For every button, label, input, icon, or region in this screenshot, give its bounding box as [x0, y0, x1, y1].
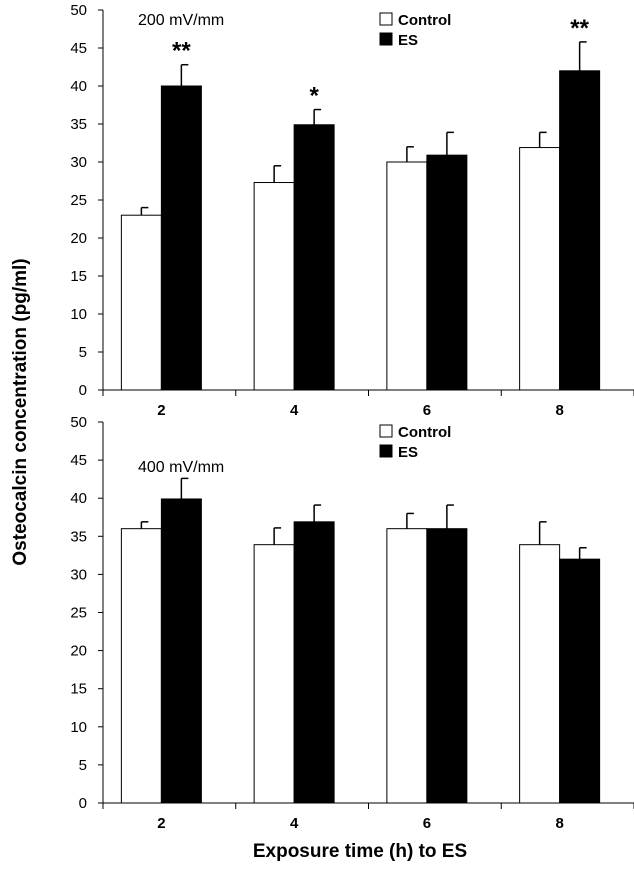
y-tick-label: 5: [79, 344, 87, 361]
y-tick-label: 0: [79, 795, 87, 812]
panel-title: 200 mV/mm: [138, 12, 224, 29]
y-tick-label: 10: [70, 719, 87, 736]
y-tick-label: 50: [70, 414, 87, 431]
x-tick-label: 6: [423, 402, 431, 419]
bar-control: [120, 528, 162, 804]
bar-es: [426, 154, 468, 391]
bar-es: [559, 558, 601, 804]
y-tick-label: 25: [70, 605, 87, 622]
y-tick-label: 15: [70, 681, 87, 698]
y-tick-label: 20: [70, 643, 87, 660]
bar-control: [253, 544, 295, 804]
bar-es: [426, 528, 468, 804]
significance-marker: *: [309, 83, 319, 110]
bar-control: [253, 182, 295, 391]
legend-swatch-control: [379, 424, 393, 438]
legend-label: Control: [398, 12, 451, 29]
y-tick-label: 25: [70, 192, 87, 209]
y-axis-title: Osteocalcin concentration (pg/ml): [10, 258, 31, 565]
bar-control: [519, 147, 561, 391]
x-tick-label: 8: [555, 402, 563, 419]
legend-swatch-es: [379, 32, 393, 46]
legend-label: Control: [398, 424, 451, 441]
significance-marker: **: [570, 15, 589, 42]
legend-swatch-control: [379, 12, 393, 26]
y-tick-label: 5: [79, 757, 87, 774]
y-tick-label: 30: [70, 566, 87, 583]
bar-es: [559, 70, 601, 391]
y-tick-label: 40: [70, 78, 87, 95]
y-tick-label: 35: [70, 116, 87, 133]
bar-control: [386, 161, 428, 391]
bar-es: [293, 124, 335, 391]
x-tick-label: 4: [290, 402, 299, 419]
legend-label: ES: [398, 32, 418, 49]
legend-swatch-es: [379, 444, 393, 458]
y-tick-label: 45: [70, 40, 87, 57]
bar-es: [160, 85, 202, 391]
y-tick-label: 0: [79, 382, 87, 399]
x-tick-label: 4: [290, 815, 299, 832]
panel-400: 0 5 10 15 20 25 30 35 40 45 50 2 4 6 8 400 mV/mm Control…: [70, 414, 634, 832]
y-tick-label: 50: [70, 2, 87, 19]
significance-marker: **: [172, 38, 191, 65]
bar-es: [293, 521, 335, 804]
y-tick-label: 20: [70, 230, 87, 247]
x-axis-title: Exposure time (h) to ES: [253, 841, 467, 862]
bar-control: [519, 544, 561, 804]
y-tick-label: 10: [70, 306, 87, 323]
legend-label: ES: [398, 444, 418, 461]
bar-control: [386, 528, 428, 804]
y-tick-label: 30: [70, 154, 87, 171]
y-tick-label: 15: [70, 268, 87, 285]
y-tick-label: 45: [70, 452, 87, 469]
x-tick-label: 2: [157, 402, 165, 419]
x-tick-label: 8: [555, 815, 563, 832]
panel-title: 400 mV/mm: [138, 459, 224, 476]
x-tick-label: 2: [157, 815, 165, 832]
bar-control: [120, 214, 162, 391]
bar-es: [160, 498, 202, 804]
x-tick-label: 6: [423, 815, 431, 832]
y-tick-label: 40: [70, 490, 87, 507]
y-tick-label: 35: [70, 528, 87, 545]
